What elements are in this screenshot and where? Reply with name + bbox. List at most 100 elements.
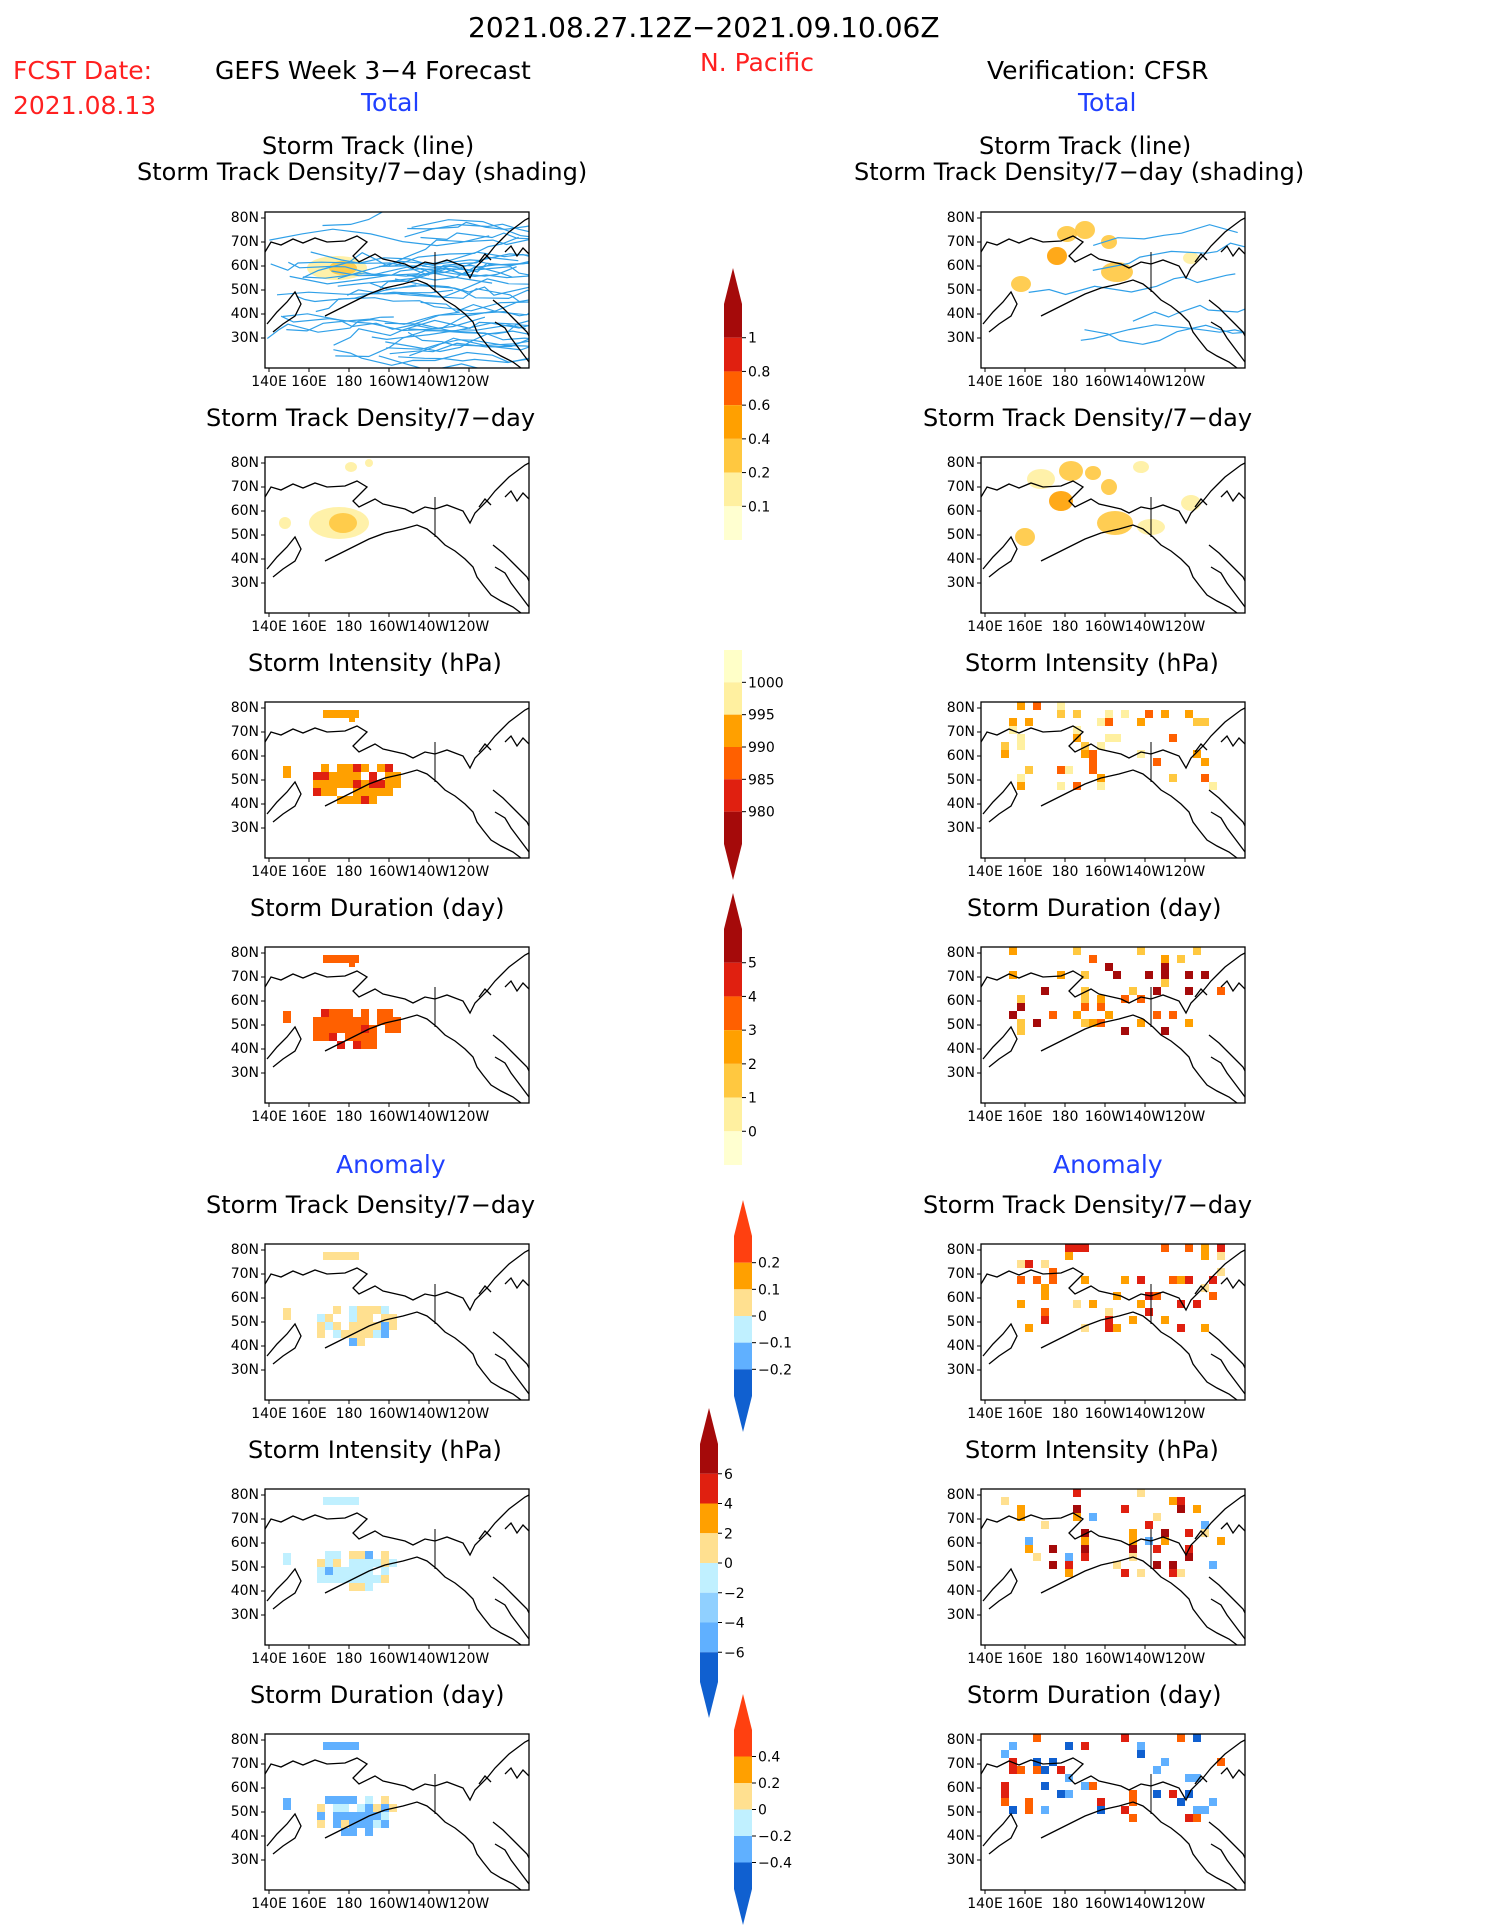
lat-tick-label: 40N bbox=[231, 1338, 259, 1354]
storm-track-line bbox=[404, 223, 529, 238]
grid-cell bbox=[1153, 1790, 1161, 1798]
density-blob bbox=[1049, 491, 1073, 511]
storm-track-line bbox=[411, 219, 529, 238]
storm-track-line bbox=[408, 324, 529, 335]
grid-cell bbox=[1201, 1324, 1209, 1332]
lat-tick-label: 70N bbox=[231, 1511, 259, 1527]
grid-cell bbox=[1153, 1011, 1161, 1019]
title-duration-anom-right: Storm Duration (day) bbox=[967, 1681, 1222, 1709]
lat-tick-label: 60N bbox=[947, 1290, 975, 1306]
density-blob bbox=[279, 517, 291, 529]
lat-tick-label: 60N bbox=[231, 1535, 259, 1551]
grid-cell bbox=[323, 1497, 359, 1505]
grid-cell bbox=[1185, 1553, 1193, 1561]
grid-cell bbox=[1089, 766, 1097, 774]
lon-tick-label: 120W bbox=[1165, 1651, 1206, 1667]
lon-tick-label: 160W bbox=[1085, 1651, 1126, 1667]
lon-tick-label: 180 bbox=[336, 374, 363, 390]
coastline bbox=[1208, 299, 1245, 363]
storm-track-line bbox=[302, 260, 492, 279]
grid-cell bbox=[333, 1551, 341, 1559]
grid-cell bbox=[323, 1742, 359, 1750]
lat-tick-label: 40N bbox=[231, 1041, 259, 1057]
grid-cell bbox=[329, 788, 337, 796]
lon-tick-label: 140E bbox=[251, 1651, 287, 1667]
grid-cell bbox=[1073, 947, 1081, 955]
grid-cell bbox=[1009, 1766, 1017, 1774]
coastline bbox=[265, 217, 529, 280]
grid-cell bbox=[1105, 734, 1113, 742]
grid-cell bbox=[357, 1583, 365, 1591]
grid-cell bbox=[325, 1796, 333, 1804]
lat-tick-label: 50N bbox=[231, 772, 259, 788]
grid-cell bbox=[337, 796, 345, 804]
colorbar-segment bbox=[734, 1316, 752, 1343]
grid-cell bbox=[1081, 742, 1089, 750]
grid-cell bbox=[317, 1314, 325, 1322]
grid-cell bbox=[1145, 1521, 1153, 1529]
grid-cell bbox=[1025, 1260, 1033, 1268]
colorbar-label: 4 bbox=[748, 989, 757, 1005]
grid-cell bbox=[345, 764, 353, 772]
grid-cell bbox=[1057, 702, 1065, 710]
lon-tick-label: 120W bbox=[449, 1406, 490, 1422]
lat-tick-label: 80N bbox=[231, 210, 259, 226]
grid-cell bbox=[349, 1559, 357, 1567]
grid-cell bbox=[1137, 1019, 1145, 1027]
lat-tick-label: 70N bbox=[947, 969, 975, 985]
grid-cell bbox=[1217, 1268, 1225, 1276]
anomaly-label-left: Anomaly bbox=[336, 1150, 446, 1179]
grid-cell bbox=[1017, 742, 1025, 750]
grid-cell bbox=[1161, 1244, 1169, 1252]
colorbar-segment bbox=[724, 779, 742, 812]
grid-cell bbox=[357, 1820, 365, 1828]
colorbar-label: 0.2 bbox=[758, 1776, 780, 1792]
lon-tick-label: 140E bbox=[251, 1896, 287, 1912]
grid-cell bbox=[1065, 1561, 1073, 1569]
grid-cell bbox=[1017, 702, 1025, 710]
colorbar-label: 0.2 bbox=[758, 1256, 780, 1272]
grid-cell bbox=[345, 1009, 353, 1017]
grid-cell bbox=[365, 1828, 373, 1836]
coastline bbox=[266, 535, 302, 578]
grid-cell bbox=[1025, 1806, 1033, 1814]
lat-tick-label: 50N bbox=[947, 282, 975, 298]
grid-cell bbox=[1185, 1814, 1193, 1822]
grid-cell bbox=[361, 1025, 369, 1033]
grid-cell bbox=[353, 772, 361, 780]
grid-cell bbox=[349, 1812, 357, 1820]
lat-tick-label: 80N bbox=[231, 700, 259, 716]
lon-tick-label: 140E bbox=[251, 1406, 287, 1422]
coastline bbox=[1040, 1014, 1238, 1103]
lat-tick-label: 70N bbox=[947, 1266, 975, 1282]
lat-tick-label: 40N bbox=[947, 306, 975, 322]
grid-cell bbox=[361, 780, 369, 788]
grid-cell bbox=[365, 1804, 373, 1812]
colorbar-segment bbox=[724, 811, 742, 844]
lat-tick-label: 30N bbox=[947, 1852, 975, 1868]
lon-tick-label: 160W bbox=[1085, 1109, 1126, 1125]
density-blob bbox=[1011, 276, 1031, 292]
coastline bbox=[492, 789, 529, 853]
grid-cell bbox=[1201, 1806, 1209, 1814]
grid-cell bbox=[1177, 1734, 1185, 1742]
grid-cell bbox=[1193, 718, 1201, 726]
colorbar-label: −0.1 bbox=[758, 1336, 792, 1352]
colorbar-label: 5 bbox=[748, 956, 757, 972]
coastline bbox=[265, 707, 529, 770]
grid-cell bbox=[1201, 1244, 1209, 1252]
grid-cell bbox=[333, 1322, 341, 1330]
grid-cell bbox=[325, 1551, 333, 1559]
grid-cell bbox=[349, 1828, 357, 1836]
grid-cell bbox=[317, 1322, 325, 1330]
grid-cell bbox=[1209, 782, 1217, 790]
storm-track-line bbox=[337, 253, 529, 280]
lon-tick-label: 140W bbox=[1125, 1651, 1166, 1667]
title-intensity-total-left: Storm Intensity (hPa) bbox=[248, 649, 502, 677]
coastline bbox=[478, 979, 529, 998]
grid-cell bbox=[381, 1551, 389, 1559]
colorbar-segment bbox=[724, 962, 742, 997]
colorbar-label: 0.4 bbox=[748, 432, 770, 448]
colorbar-segment bbox=[724, 747, 742, 780]
colorbar-segment bbox=[700, 1444, 718, 1474]
